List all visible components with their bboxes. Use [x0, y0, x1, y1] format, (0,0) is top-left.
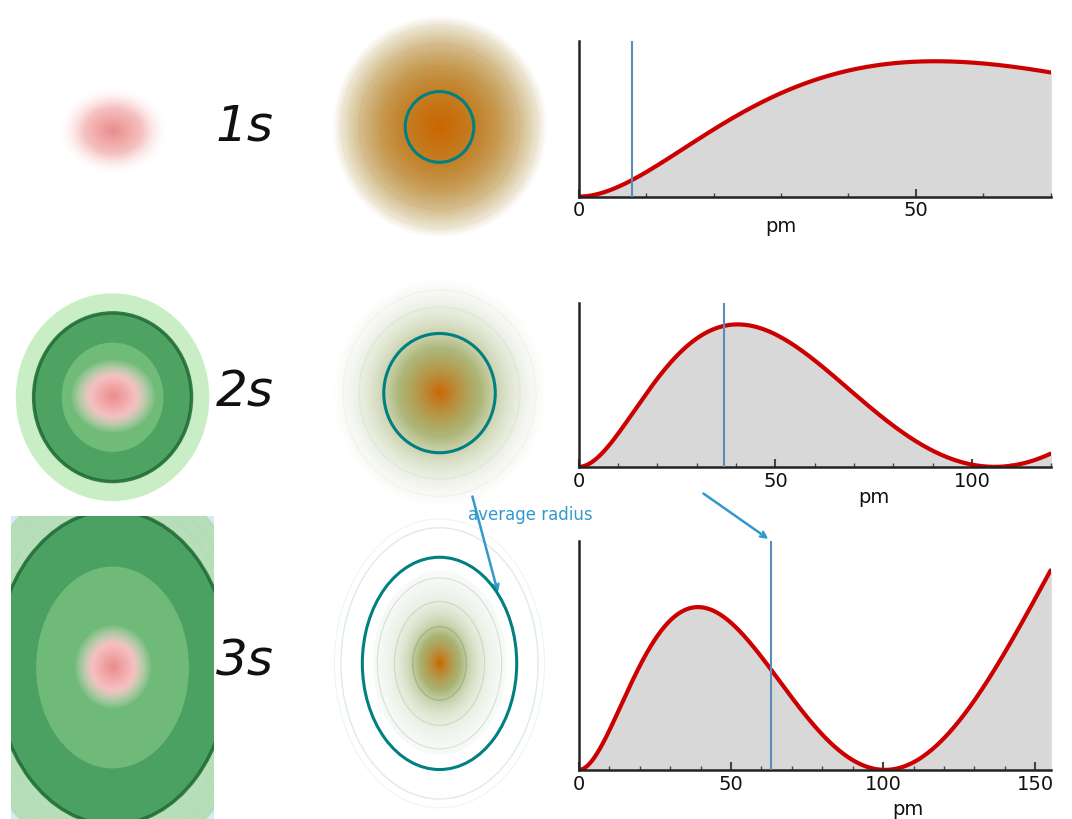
Text: pm: pm [858, 488, 890, 507]
Text: 3s: 3s [217, 637, 273, 686]
Text: 1s: 1s [217, 102, 273, 151]
Ellipse shape [61, 342, 164, 452]
Ellipse shape [0, 471, 260, 819]
Ellipse shape [36, 567, 189, 768]
Text: 2s: 2s [217, 369, 273, 417]
Ellipse shape [0, 510, 229, 819]
Text: average radius: average radius [468, 506, 593, 524]
Ellipse shape [16, 293, 209, 501]
Text: pm: pm [765, 217, 796, 236]
Ellipse shape [33, 313, 192, 482]
Ellipse shape [0, 394, 311, 819]
Ellipse shape [0, 423, 291, 819]
Ellipse shape [0, 408, 301, 819]
Text: pm: pm [892, 799, 923, 819]
